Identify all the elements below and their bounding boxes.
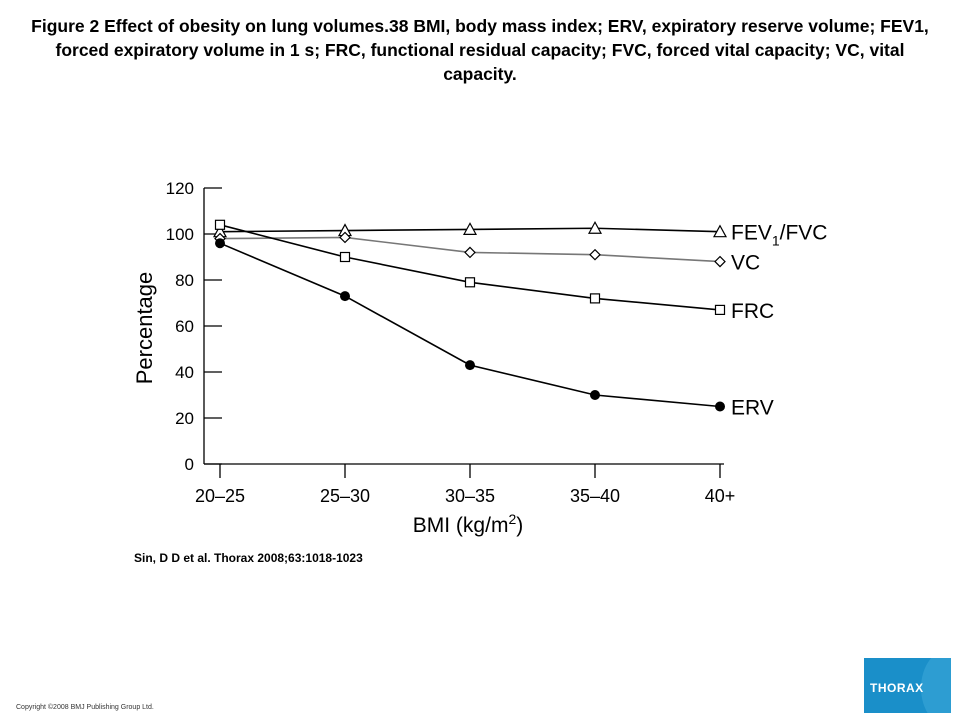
y-tick-label: 80 [175, 271, 194, 290]
series-fev1-fvc [212, 220, 728, 238]
circle-marker [465, 360, 475, 371]
chart-labels: Percentage BMI (kg/m2) FEV1/FVC VC FRC ERV [132, 222, 827, 537]
circle-marker [715, 401, 725, 412]
chart-series [212, 219, 728, 412]
y-tick-label: 0 [185, 455, 194, 474]
series-vc [214, 231, 726, 268]
triangle-marker [462, 222, 478, 235]
y-tick-label: 60 [175, 317, 194, 336]
y-tick-label: 40 [175, 363, 194, 382]
x-tick-label: 20–25 [195, 486, 245, 506]
logo-curve [921, 658, 951, 713]
copyright-notice: Copyright ©2008 BMJ Publishing Group Ltd… [16, 704, 154, 711]
square-marker [589, 293, 601, 304]
series-label: FEV1/FVC [731, 222, 827, 249]
triangle-marker [587, 220, 603, 234]
thorax-logo: THORAX [864, 658, 951, 713]
square-marker [214, 219, 226, 230]
series-label: ERV [731, 397, 774, 420]
diamond-marker [464, 246, 476, 259]
circle-marker [215, 238, 225, 249]
x-tick-label: 35–40 [570, 486, 620, 506]
square-marker [339, 251, 351, 263]
y-tick-label: 20 [175, 409, 194, 428]
x-tick-label: 40+ [705, 486, 736, 506]
diamond-marker [589, 248, 601, 261]
source-citation: Sin, D D et al. Thorax 2008;63:1018-1023 [134, 551, 363, 565]
logo-text: THORAX [870, 681, 924, 695]
square-marker [464, 277, 476, 288]
y-axis-title: Percentage [132, 272, 157, 385]
series-label: FRC [731, 300, 774, 323]
x-tick-label: 30–35 [445, 486, 495, 506]
square-marker [714, 304, 726, 315]
circle-marker [590, 390, 600, 400]
series-line [219, 242, 721, 408]
series-frc [214, 219, 726, 315]
circle-marker [340, 291, 350, 302]
series-label: VC [731, 252, 760, 275]
triangle-marker [712, 224, 728, 238]
x-tick-label: 25–30 [320, 486, 370, 506]
y-tick-label: 120 [166, 179, 194, 198]
series-erv [215, 238, 725, 412]
chart-ticks: 0 20 40 60 80 100 120 20–25 25–30 30–35 35–40 40+ [166, 179, 736, 506]
diamond-marker [339, 231, 351, 244]
y-tick-label: 100 [166, 225, 194, 244]
x-axis-title: BMI (kg/m2) [413, 511, 523, 537]
diamond-marker [714, 255, 726, 268]
figure-caption: Figure 2 Effect of obesity on lung volum… [31, 16, 929, 84]
